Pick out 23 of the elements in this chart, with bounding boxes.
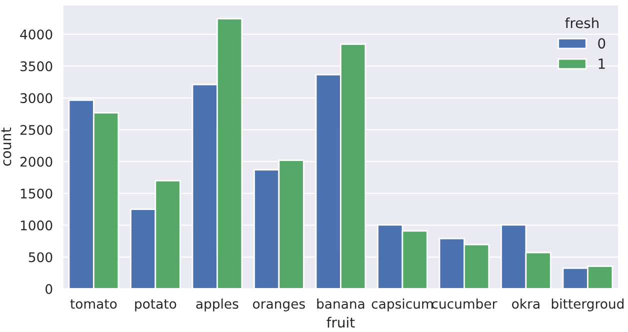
legend-label: 1: [598, 58, 605, 69]
x-axis-title: fruit: [326, 316, 355, 328]
x-tick-label: cucumber: [432, 298, 498, 309]
y-tick-label: 1500: [20, 188, 52, 199]
x-tick-label: okra: [512, 298, 540, 309]
y-tick-label: 2000: [20, 156, 52, 167]
x-tick-label: tomato: [70, 299, 117, 309]
x-tick-label: banana: [317, 298, 364, 309]
y-tick-label: 2500: [20, 124, 52, 135]
x-tick-label: bittergroud: [552, 298, 624, 312]
y-axis-title: count: [1, 128, 12, 166]
y-tick-label: 500: [28, 252, 52, 262]
y-tick-label: 3000: [20, 93, 52, 104]
legend-label: 0: [598, 38, 606, 49]
y-tick-label: 1000: [20, 220, 52, 230]
x-tick-label: potato: [135, 299, 176, 312]
x-tick-label: capsicum: [372, 298, 433, 312]
x-tick-label: oranges: [253, 301, 305, 312]
y-tick-label: 3500: [20, 61, 52, 72]
y-tick-label: 4000: [20, 29, 52, 40]
legend-title: fresh: [565, 17, 598, 28]
y-tick-label: 0: [46, 284, 52, 294]
x-tick-label: apples: [196, 298, 238, 312]
